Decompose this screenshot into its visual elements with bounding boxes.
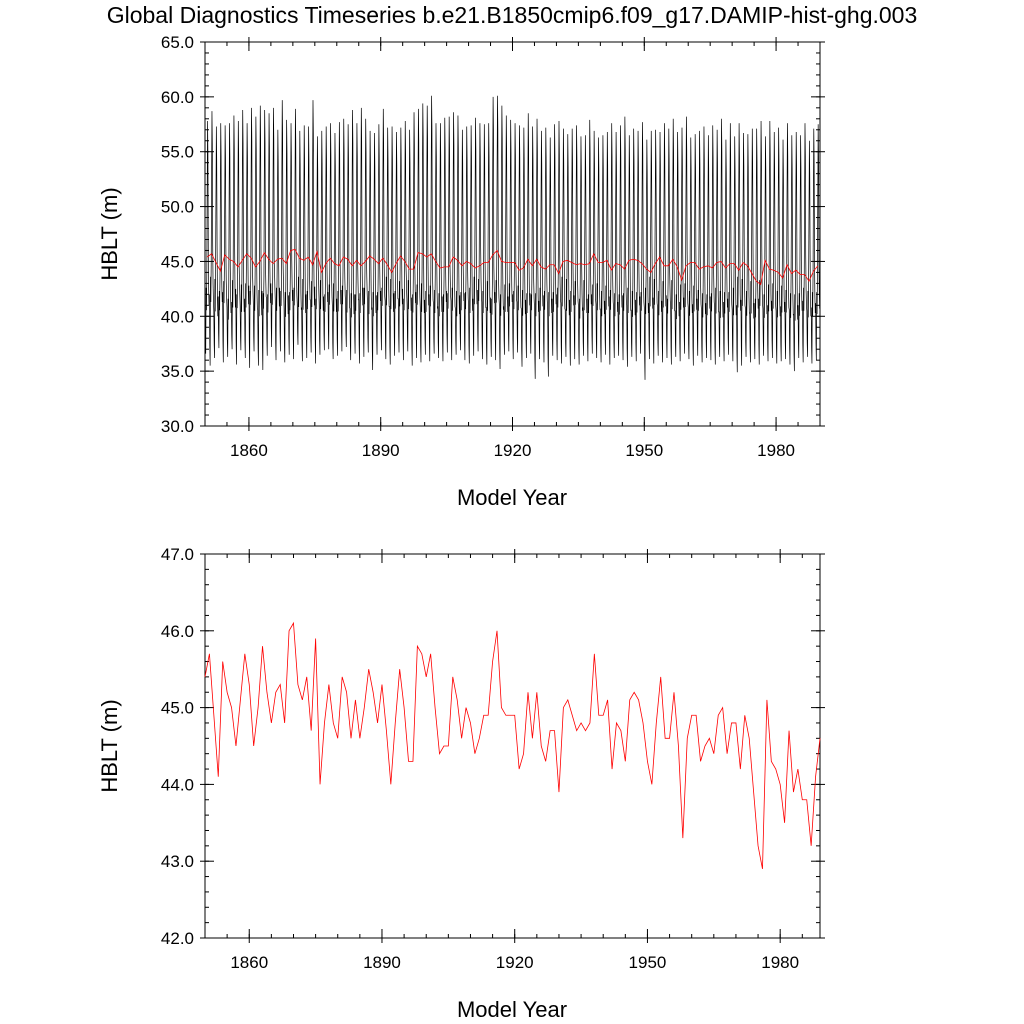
- top-y-tick-label: 40.0: [161, 307, 194, 326]
- chart-title: Global Diagnostics Timeseries b.e21.B185…: [106, 2, 918, 28]
- top-y-tick-label: 60.0: [161, 88, 194, 107]
- bottom-y-tick-label: 46.0: [161, 622, 194, 641]
- top-panel: HBLT (m) Model Year 1860 1890 1920 1950 1980…: [97, 33, 825, 510]
- top-x-tick-label: 1950: [625, 441, 663, 460]
- bottom-x-tick-label: 1890: [363, 953, 401, 972]
- bottom-panel: HBLT (m) Model Year 1860 1890 1920 1950 1980…: [97, 545, 825, 1022]
- bottom-x-tick-label: 1860: [230, 953, 268, 972]
- bottom-y-axis-label: HBLT (m): [97, 699, 122, 792]
- top-x-tick-label: 1860: [230, 441, 268, 460]
- bottom-y-tick-label: 44.0: [161, 775, 194, 794]
- bottom-y-tick-label: 42.0: [161, 929, 194, 948]
- top-y-tick-label: 65.0: [161, 33, 194, 52]
- annual-mean-line-top: [206, 248, 819, 286]
- top-y-tick-label: 30.0: [161, 417, 194, 436]
- top-y-tick-label: 45.0: [161, 252, 194, 271]
- bottom-x-tick-label: 1920: [496, 953, 534, 972]
- bottom-x-tick-label: 1980: [761, 953, 799, 972]
- annual-mean-line-bottom: [204, 621, 821, 869]
- top-y-tick-label: 55.0: [161, 143, 194, 162]
- monthly-series-line: [204, 95, 820, 380]
- bottom-plot-frame: [204, 553, 821, 939]
- bottom-x-tick-label: 1950: [629, 953, 667, 972]
- top-plot-frame: [204, 41, 821, 427]
- bottom-y-tick-label: 43.0: [161, 852, 194, 871]
- top-x-tick-label: 1890: [362, 441, 400, 460]
- bottom-y-tick-label: 47.0: [161, 545, 194, 564]
- bottom-x-axis-label: Model Year: [457, 997, 567, 1022]
- top-x-tick-label: 1920: [494, 441, 532, 460]
- top-x-axis-label: Model Year: [457, 485, 567, 510]
- top-x-tick-label: 1980: [757, 441, 795, 460]
- top-y-tick-label: 35.0: [161, 362, 194, 381]
- bottom-y-tick-label: 45.0: [161, 699, 194, 718]
- top-y-tick-label: 50.0: [161, 198, 194, 217]
- top-y-axis-label: HBLT (m): [97, 187, 122, 280]
